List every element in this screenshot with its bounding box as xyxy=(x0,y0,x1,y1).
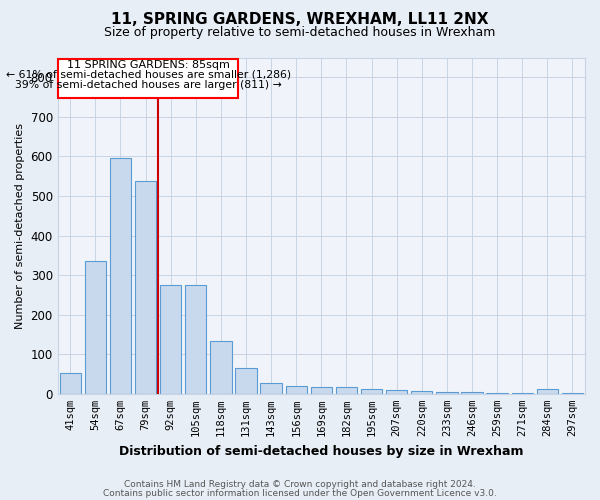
Bar xyxy=(386,390,407,394)
FancyBboxPatch shape xyxy=(58,60,238,98)
Bar xyxy=(336,388,357,394)
Bar xyxy=(436,392,458,394)
Text: 11 SPRING GARDENS: 85sqm: 11 SPRING GARDENS: 85sqm xyxy=(67,60,230,70)
Text: Size of property relative to semi-detached houses in Wrexham: Size of property relative to semi-detach… xyxy=(104,26,496,39)
Text: Contains HM Land Registry data © Crown copyright and database right 2024.: Contains HM Land Registry data © Crown c… xyxy=(124,480,476,489)
Bar xyxy=(160,285,181,394)
Bar xyxy=(361,389,382,394)
Bar xyxy=(260,383,282,394)
Bar xyxy=(185,285,206,394)
Text: ← 61% of semi-detached houses are smaller (1,286): ← 61% of semi-detached houses are smalle… xyxy=(5,70,290,80)
Bar xyxy=(85,262,106,394)
Bar xyxy=(286,386,307,394)
Bar xyxy=(235,368,257,394)
Y-axis label: Number of semi-detached properties: Number of semi-detached properties xyxy=(15,122,25,328)
Bar xyxy=(210,341,232,394)
Bar xyxy=(311,386,332,394)
Bar xyxy=(110,158,131,394)
Bar xyxy=(59,373,81,394)
Text: Contains public sector information licensed under the Open Government Licence v3: Contains public sector information licen… xyxy=(103,488,497,498)
Bar xyxy=(536,388,558,394)
X-axis label: Distribution of semi-detached houses by size in Wrexham: Distribution of semi-detached houses by … xyxy=(119,444,524,458)
Bar xyxy=(487,393,508,394)
Bar xyxy=(411,391,433,394)
Text: 39% of semi-detached houses are larger (811) →: 39% of semi-detached houses are larger (… xyxy=(14,80,281,90)
Bar xyxy=(135,182,156,394)
Bar xyxy=(461,392,482,394)
Text: 11, SPRING GARDENS, WREXHAM, LL11 2NX: 11, SPRING GARDENS, WREXHAM, LL11 2NX xyxy=(111,12,489,28)
